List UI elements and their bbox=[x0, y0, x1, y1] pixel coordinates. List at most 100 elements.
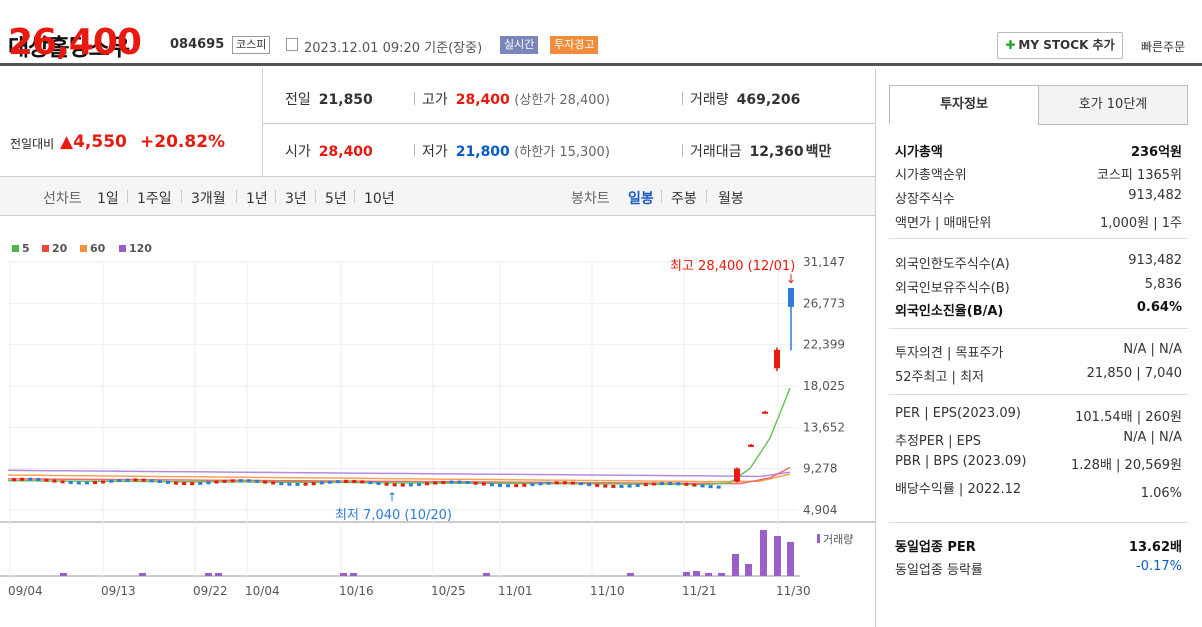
candle-monthly[interactable]: 월봉 bbox=[718, 191, 744, 207]
high-annotation: 최고 28,400 (12/01) bbox=[670, 259, 795, 274]
divider bbox=[661, 190, 662, 203]
candle-daily[interactable]: 일봉 bbox=[628, 191, 654, 207]
info-label: 추정PER | EPS bbox=[895, 434, 981, 449]
add-mystock-label: MY STOCK 추가 bbox=[1018, 38, 1115, 52]
upper-limit: (상한가 28,400) bbox=[514, 93, 610, 108]
info-value: 1,000원 | 1주 bbox=[1099, 216, 1182, 231]
candle-small bbox=[336, 480, 340, 484]
candle-small bbox=[376, 481, 381, 485]
period-1y[interactable]: 1년 bbox=[246, 191, 268, 207]
candle-small bbox=[327, 480, 332, 484]
candle-small bbox=[133, 478, 138, 482]
info-label: 52주최고 | 최저 bbox=[895, 370, 984, 385]
info-row-foreign-limit: 외국인한도주식수(A) 913,482 bbox=[895, 253, 1182, 273]
candle-small bbox=[68, 481, 73, 485]
candle-small bbox=[174, 481, 178, 485]
candle-small bbox=[538, 482, 543, 486]
candle-small bbox=[149, 479, 154, 483]
calendar-icon bbox=[286, 38, 298, 51]
divider bbox=[682, 144, 683, 157]
ma60-line bbox=[7, 473, 791, 483]
price-chart[interactable]: 31,147 26,773 22,399 18,025 13,652 9,278 4,904… bbox=[0, 216, 875, 627]
info-value: N/A | N/A bbox=[1123, 342, 1182, 357]
volume-legend-swatch bbox=[817, 534, 820, 543]
add-mystock-button[interactable]: ✚ MY STOCK 추가 bbox=[997, 32, 1123, 59]
candle-small bbox=[84, 481, 89, 485]
candle-weekly[interactable]: 주봉 bbox=[671, 191, 697, 207]
high-label: 고가 bbox=[422, 92, 448, 108]
candle-small bbox=[344, 479, 349, 483]
legend-ma5-label: 5 bbox=[22, 242, 30, 255]
info-row-dividend-yield: 배당수익률 | 2022.12 1.06% bbox=[895, 478, 1182, 501]
period-1w[interactable]: 1주일 bbox=[137, 191, 172, 207]
divider bbox=[1038, 124, 1188, 125]
divider bbox=[127, 190, 128, 203]
market-tag: 코스피 bbox=[232, 36, 271, 54]
candle-small bbox=[230, 479, 235, 483]
tab-invest-info[interactable]: 투자정보 bbox=[889, 85, 1039, 125]
divider bbox=[275, 190, 276, 203]
info-label: 배당수익률 | 2022.12 bbox=[895, 482, 1022, 497]
period-3y[interactable]: 3년 bbox=[285, 191, 307, 207]
change-label: 전일대비 bbox=[10, 137, 55, 151]
legend-ma120: 120 bbox=[119, 242, 152, 255]
info-value: 101.54배 | 260원 bbox=[1075, 410, 1182, 425]
info-row-market-cap-rank: 시가총액순위 코스피 1365위 bbox=[895, 164, 1182, 184]
trade-value-unit: 백만 bbox=[805, 144, 832, 160]
candle-small bbox=[44, 478, 49, 482]
y-tick-label: 18,025 bbox=[803, 379, 845, 393]
candle-small bbox=[352, 479, 357, 483]
period-1d[interactable]: 1일 bbox=[97, 191, 119, 207]
period-5y[interactable]: 5년 bbox=[325, 191, 347, 207]
info-value: 5,836 bbox=[1144, 277, 1182, 292]
candle-body bbox=[748, 444, 754, 447]
quick-order-link[interactable]: 빠른주문 bbox=[1141, 40, 1186, 54]
info-value: 913,482 bbox=[1128, 253, 1182, 268]
low-price: 저가 21,800 (하한가 15,300) bbox=[422, 141, 610, 161]
x-tick-label: 11/21 bbox=[682, 584, 717, 598]
candle-small bbox=[579, 482, 583, 486]
prev-value: 21,850 bbox=[318, 92, 373, 108]
info-value: -0.17% bbox=[1136, 559, 1182, 574]
candle-small bbox=[473, 481, 478, 485]
candle-small bbox=[60, 480, 65, 484]
info-label: PER | EPS(2023.09) bbox=[895, 406, 1021, 421]
divider bbox=[706, 190, 707, 203]
volume-bar bbox=[215, 573, 222, 576]
candle-small bbox=[198, 481, 203, 485]
x-tick-label: 10/04 bbox=[245, 584, 280, 598]
candle-small bbox=[481, 482, 486, 486]
info-label: 액면가 | 매매단위 bbox=[895, 216, 992, 231]
divider bbox=[315, 190, 316, 203]
plus-icon: ✚ bbox=[1005, 38, 1016, 52]
divider bbox=[889, 394, 1188, 395]
warning-badge[interactable]: 투자경고 bbox=[550, 36, 599, 54]
candle-chart-label: 봉차트 bbox=[571, 191, 610, 207]
ma5-line bbox=[7, 387, 791, 486]
volume-bar bbox=[627, 573, 634, 576]
candle-small bbox=[530, 483, 535, 487]
candle-small bbox=[449, 480, 454, 484]
candle-small bbox=[603, 484, 608, 488]
divider bbox=[354, 190, 355, 203]
volume-bar bbox=[683, 572, 690, 576]
info-row-foreign-holding: 외국인보유주식수(B) 5,836 bbox=[895, 277, 1182, 297]
candle-small bbox=[368, 481, 373, 485]
candle-small bbox=[279, 482, 284, 486]
candle-small bbox=[206, 481, 211, 485]
realtime-badge[interactable]: 실시간 bbox=[500, 36, 539, 54]
tab-orderbook[interactable]: 호가 10단계 bbox=[1038, 85, 1188, 125]
high-value: 28,400 bbox=[455, 92, 510, 108]
candle-small bbox=[101, 480, 106, 484]
candle-small bbox=[408, 483, 413, 487]
prev-label: 전일 bbox=[285, 92, 311, 108]
candle-small bbox=[295, 482, 300, 486]
period-10y[interactable]: 10년 bbox=[364, 191, 395, 207]
candle-small bbox=[660, 482, 664, 486]
candle-small bbox=[514, 484, 519, 488]
stock-header: 대상홀딩스우 084695 코스피 2023.12.01 09:20 기준(장중… bbox=[0, 0, 1202, 66]
low-arrow-icon: ↑ bbox=[387, 490, 397, 504]
volume-bar bbox=[340, 573, 347, 576]
period-3m[interactable]: 3개월 bbox=[191, 191, 226, 207]
candle-small bbox=[546, 481, 551, 485]
